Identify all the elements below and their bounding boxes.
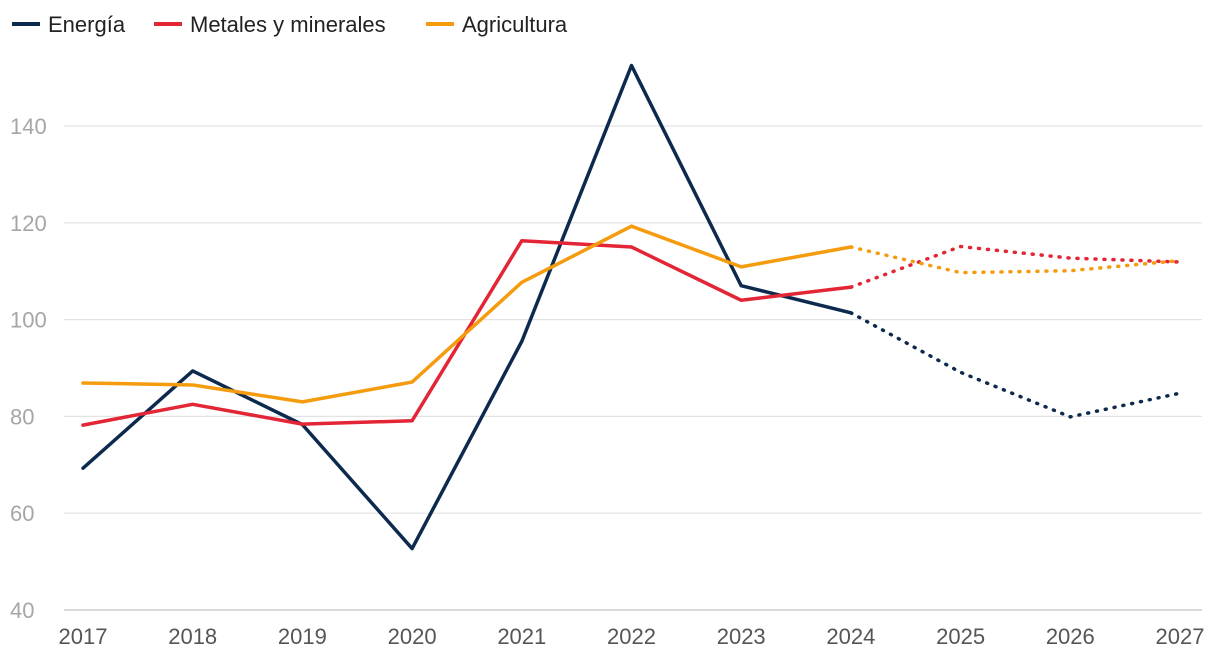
x-tick-label-2019: 2019 bbox=[278, 624, 327, 649]
y-tick-label-60: 60 bbox=[10, 501, 34, 526]
gridlines bbox=[64, 125, 1202, 611]
y-tick-label-140: 140 bbox=[10, 114, 47, 139]
x-tick-label-2020: 2020 bbox=[388, 624, 437, 649]
x-tick-label-2026: 2026 bbox=[1046, 624, 1095, 649]
x-tick-label-2027: 2027 bbox=[1156, 624, 1205, 649]
series-forecast-line-agricultura bbox=[849, 245, 1182, 275]
x-tick-label-2022: 2022 bbox=[607, 624, 656, 649]
series-line-energia bbox=[81, 63, 853, 551]
legend-item-energia[interactable]: Energía bbox=[12, 12, 126, 37]
series-lines bbox=[81, 63, 1182, 551]
legend-label-energia: Energía bbox=[48, 12, 126, 37]
legend-item-metales[interactable]: Metales y minerales bbox=[154, 12, 386, 37]
y-tick-label-120: 120 bbox=[10, 211, 47, 236]
y-tick-label-40: 40 bbox=[10, 598, 34, 623]
x-tick-label-2018: 2018 bbox=[168, 624, 217, 649]
y-tick-label-100: 100 bbox=[10, 308, 47, 333]
x-tick-label-2024: 2024 bbox=[826, 624, 875, 649]
legend-item-agricultura[interactable]: Agricultura bbox=[426, 12, 568, 37]
x-tick-label-2023: 2023 bbox=[717, 624, 766, 649]
x-tick-label-2017: 2017 bbox=[59, 624, 108, 649]
x-axis-ticks: 2017 2018 2019 2020 2021 2022 2023 2024 2025 2026… bbox=[59, 624, 1205, 649]
y-tick-label-80: 80 bbox=[10, 404, 34, 429]
series-forecast-line-metales-y-minerales bbox=[849, 244, 1182, 289]
legend-label-metales: Metales y minerales bbox=[190, 12, 386, 37]
legend-label-agricultura: Agricultura bbox=[462, 12, 568, 37]
y-axis-ticks: 40 60 80 100 120 140 bbox=[10, 114, 47, 623]
series-line-agricultura bbox=[81, 224, 853, 404]
legend: Energía Metales y minerales Agricultura bbox=[12, 12, 568, 37]
x-tick-label-2021: 2021 bbox=[497, 624, 546, 649]
series-forecast-line-energia bbox=[849, 311, 1182, 419]
x-tick-label-2025: 2025 bbox=[936, 624, 985, 649]
